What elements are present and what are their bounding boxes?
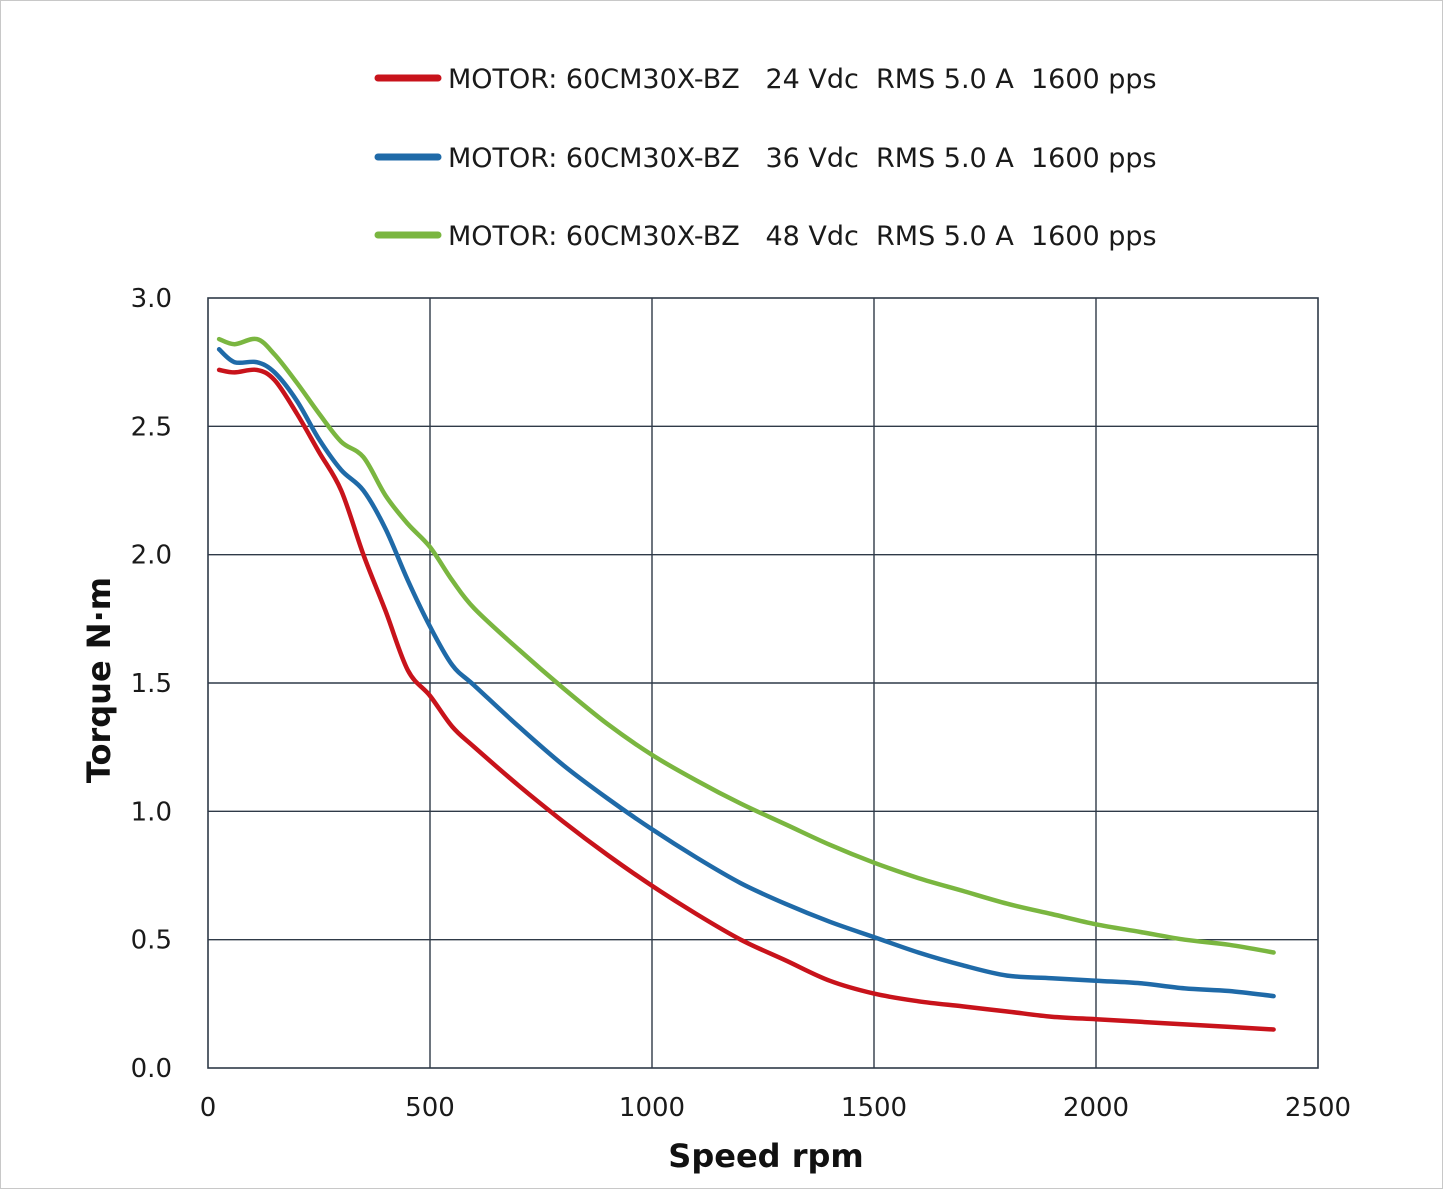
legend-entry-36vdc: MOTOR: 60CM30X-BZ 36 Vdc RMS 5.0 A 1600 … bbox=[374, 143, 1157, 174]
plot-area-border bbox=[207, 297, 1319, 1069]
y-tick-label: 3.0 bbox=[131, 284, 172, 314]
y-tick-label: 2.5 bbox=[131, 412, 172, 442]
grid bbox=[208, 298, 1318, 1068]
series-line-48vdc bbox=[216, 336, 1276, 955]
y-axis-title: Torque N·m bbox=[80, 577, 118, 783]
x-axis-title: Speed rpm bbox=[668, 1137, 863, 1175]
x-tick-label: 2000 bbox=[1063, 1093, 1129, 1123]
legend-entry-48vdc: MOTOR: 60CM30X-BZ 48 Vdc RMS 5.0 A 1600 … bbox=[374, 221, 1157, 252]
legend-label-48vdc: MOTOR: 60CM30X-BZ 48 Vdc RMS 5.0 A 1600 … bbox=[448, 221, 1157, 252]
tick-labels: 0 500 1000 1500 2000 2500 0.0 0.5 1.0 1.5 2.0 2.5 3.… bbox=[131, 284, 1351, 1123]
x-tick-label: 0 bbox=[200, 1093, 217, 1123]
y-tick-label: 2.0 bbox=[131, 541, 172, 571]
x-tick-label: 1500 bbox=[841, 1093, 907, 1123]
x-tick-label: 2500 bbox=[1285, 1093, 1351, 1123]
legend-label-24vdc: MOTOR: 60CM30X-BZ 24 Vdc RMS 5.0 A 1600 … bbox=[448, 64, 1157, 95]
legend-label-36vdc: MOTOR: 60CM30X-BZ 36 Vdc RMS 5.0 A 1600 … bbox=[448, 143, 1157, 174]
y-tick-label: 0.5 bbox=[131, 926, 172, 956]
x-tick-label: 1000 bbox=[619, 1093, 685, 1123]
legend-entry-24vdc: MOTOR: 60CM30X-BZ 24 Vdc RMS 5.0 A 1600 … bbox=[374, 64, 1157, 95]
legend: MOTOR: 60CM30X-BZ 24 Vdc RMS 5.0 A 1600 … bbox=[374, 64, 1157, 252]
series-line-24vdc bbox=[216, 367, 1276, 1032]
y-tick-label: 0.0 bbox=[131, 1054, 172, 1084]
y-tick-label: 1.0 bbox=[131, 797, 172, 827]
series-line-36vdc bbox=[216, 347, 1276, 999]
x-tick-label: 500 bbox=[405, 1093, 455, 1123]
y-tick-label: 1.5 bbox=[131, 669, 172, 699]
series-group bbox=[216, 336, 1276, 1032]
